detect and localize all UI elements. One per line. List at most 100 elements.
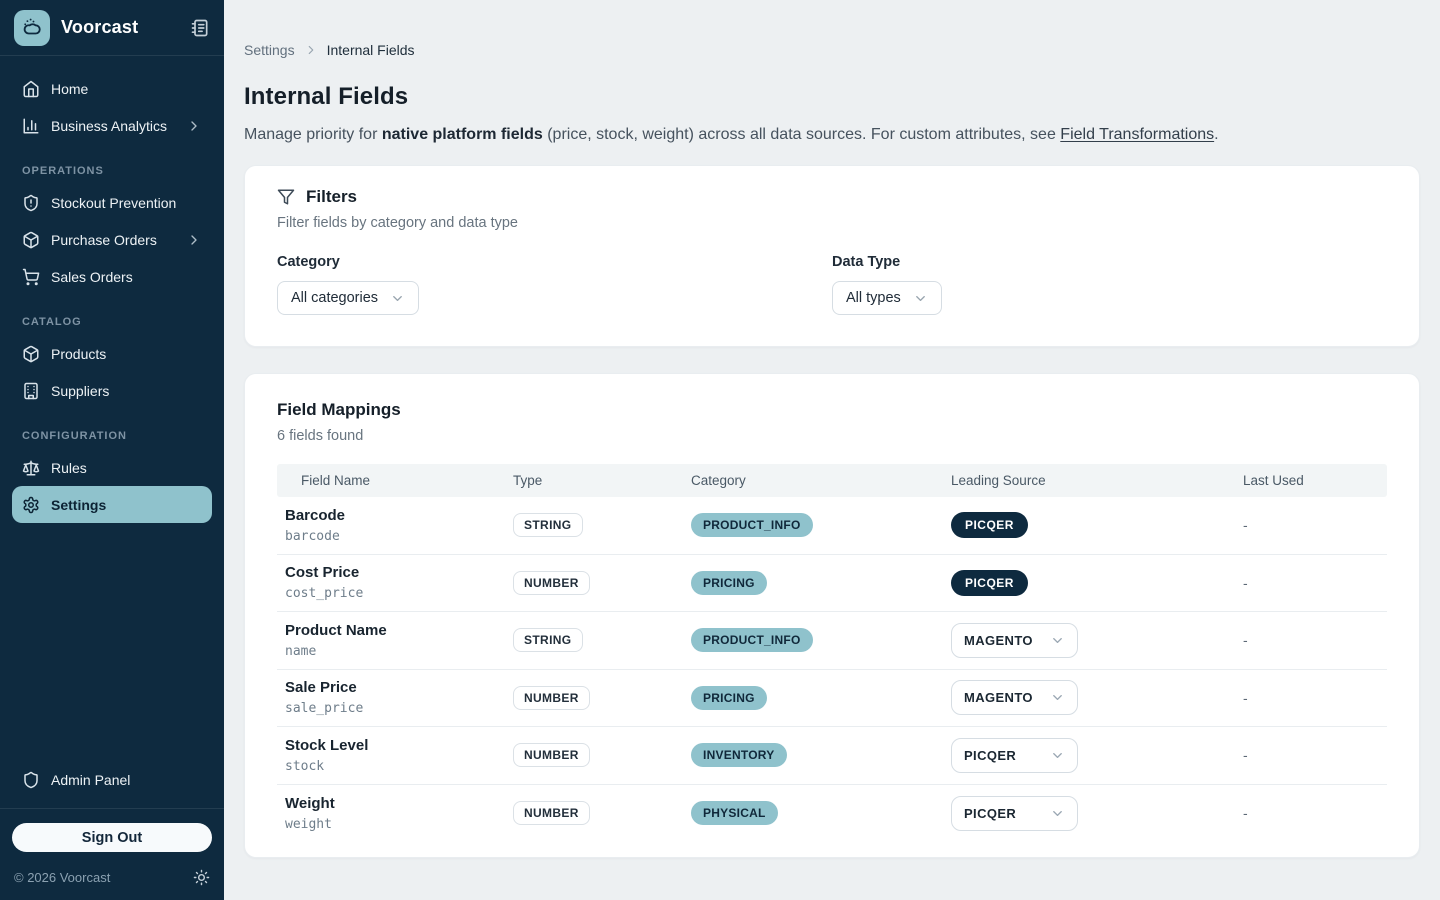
field-key: name	[285, 643, 317, 659]
type-badge: NUMBER	[513, 685, 590, 710]
chevron-right-icon	[186, 232, 202, 248]
last-used-value: -	[1243, 574, 1248, 591]
leading-source-select[interactable]: PICQER	[951, 795, 1078, 831]
home-icon	[22, 80, 40, 98]
datatype-filter-value: All types	[846, 290, 901, 306]
last-used-value: -	[1243, 632, 1248, 649]
shield-alert-icon	[22, 194, 40, 212]
leading-source-value: PICQER	[964, 805, 1017, 821]
table-row: Product Name name STRING PRODUCT_INFO MA…	[277, 612, 1387, 670]
category-filter-select[interactable]: All categories	[277, 281, 420, 315]
main-content: Settings Internal Fields Internal Fields…	[224, 0, 1440, 900]
sidebar-item-products[interactable]: Products	[12, 335, 212, 372]
app-title: Voorcast	[61, 17, 139, 37]
chevron-right-icon	[304, 43, 318, 57]
category-badge: PRICING	[691, 685, 767, 710]
filters-subtitle: Filter fields by category and data type	[277, 215, 518, 231]
sidebar-item-purchase-orders[interactable]: Purchase Orders	[12, 221, 212, 258]
field-name: Sale Price	[285, 679, 357, 697]
description-bold: native platform fields	[381, 126, 543, 143]
last-used-value: -	[1243, 517, 1248, 534]
column-header-last-used: Last Used	[1243, 473, 1304, 488]
sidebar-bottom: Admin Panel Sign Out © 2026 Voorcast	[0, 761, 224, 900]
chevron-down-icon	[1050, 690, 1065, 705]
sidebar-section-configuration: CONFIGURATION	[22, 430, 127, 442]
leading-source-badge: PICQER	[951, 569, 1028, 596]
column-header-leading-source: Leading Source	[951, 473, 1046, 488]
sidebar-item-label: Suppliers	[51, 382, 110, 399]
sidebar-item-suppliers[interactable]: Suppliers	[12, 372, 212, 409]
sidebar-item-sales-orders[interactable]: Sales Orders	[12, 258, 212, 295]
cloud-sparkle-icon	[21, 17, 43, 39]
package-icon	[22, 231, 40, 249]
category-filter-group: Category All categories	[277, 254, 832, 315]
type-badge: NUMBER	[513, 570, 590, 595]
sidebar-item-settings[interactable]: Settings	[12, 486, 212, 523]
column-header-type: Type	[513, 473, 543, 488]
sidebar-item-label: Settings	[51, 496, 107, 513]
field-count-text: 6 fields found	[277, 428, 364, 444]
sign-out-button[interactable]: Sign Out	[12, 823, 212, 852]
category-badge: PHYSICAL	[691, 801, 778, 826]
leading-source-select[interactable]: PICQER	[951, 737, 1078, 773]
copyright-text: © 2026 Voorcast	[14, 870, 111, 885]
breadcrumb-settings-link[interactable]: Settings	[244, 42, 295, 58]
last-used-value: -	[1243, 747, 1248, 764]
datatype-filter-select[interactable]: All types	[832, 281, 942, 315]
leading-source-select[interactable]: MAGENTO	[951, 622, 1078, 658]
sidebar-item-business-analytics[interactable]: Business Analytics	[12, 107, 212, 144]
sidebar-item-label: Purchase Orders	[51, 231, 157, 248]
column-header-field-name: Field Name	[301, 473, 371, 488]
leading-source-badge: PICQER	[951, 512, 1028, 539]
table-row: Barcode barcode STRING PRODUCT_INFO PICQ…	[277, 497, 1387, 555]
chevron-down-icon	[1050, 748, 1065, 763]
chevron-down-icon	[1050, 633, 1065, 648]
field-mappings-card: Field Mappings 6 fields found Field Name…	[244, 373, 1420, 858]
shield-icon	[22, 771, 40, 789]
sidebar-item-label: Sales Orders	[51, 268, 133, 285]
sidebar-item-home[interactable]: Home	[12, 70, 212, 107]
leading-source-value: MAGENTO	[964, 690, 1033, 706]
sidebar-divider	[0, 808, 224, 809]
field-name: Product Name	[285, 621, 387, 639]
sidebar-item-stockout-prevention[interactable]: Stockout Prevention	[12, 184, 212, 221]
field-name: Weight	[285, 794, 335, 812]
page-description: Manage priority for native platform fiel…	[244, 126, 1420, 144]
chevron-right-icon	[186, 118, 202, 134]
sidebar-item-label: Home	[51, 80, 89, 97]
field-name: Barcode	[285, 506, 346, 524]
notebook-icon[interactable]	[190, 18, 210, 38]
type-badge: STRING	[513, 513, 583, 538]
field-transformations-link[interactable]: Field Transformations	[1060, 126, 1215, 143]
page-title: Internal Fields	[244, 83, 409, 110]
sidebar-item-label: Products	[51, 345, 107, 362]
table-header-row: Field Name Type Category Leading Source …	[277, 464, 1387, 497]
sidebar-section-catalog: CATALOG	[22, 316, 82, 328]
description-text: .	[1214, 126, 1219, 143]
sun-icon[interactable]	[193, 869, 210, 886]
sidebar-item-admin-panel[interactable]: Admin Panel	[12, 761, 212, 798]
type-badge: NUMBER	[513, 801, 590, 826]
sidebar-item-label: Rules	[51, 459, 87, 476]
sidebar-footer: © 2026 Voorcast	[12, 869, 212, 886]
table-row: Stock Level stock NUMBER INVENTORY PICQE…	[277, 727, 1387, 785]
field-name: Stock Level	[285, 736, 369, 754]
field-key: barcode	[285, 528, 340, 544]
last-used-value: -	[1243, 805, 1248, 822]
field-key: sale_price	[285, 701, 364, 717]
category-badge: PRODUCT_INFO	[691, 628, 813, 653]
filters-card: Filters Filter fields by category and da…	[244, 165, 1420, 347]
filter-funnel-icon	[277, 188, 295, 206]
category-filter-label: Category	[277, 254, 340, 270]
chevron-down-icon	[390, 291, 405, 306]
field-key: stock	[285, 758, 325, 774]
category-filter-value: All categories	[291, 290, 379, 306]
leading-source-value: PICQER	[964, 747, 1017, 763]
shopping-cart-icon	[22, 268, 40, 286]
sidebar-section-operations: OPERATIONS	[22, 165, 104, 177]
description-text: Manage priority for	[244, 126, 382, 143]
sidebar-item-label: Business Analytics	[51, 117, 167, 134]
leading-source-value: MAGENTO	[964, 632, 1033, 648]
leading-source-select[interactable]: MAGENTO	[951, 680, 1078, 716]
sidebar-item-rules[interactable]: Rules	[12, 449, 212, 486]
